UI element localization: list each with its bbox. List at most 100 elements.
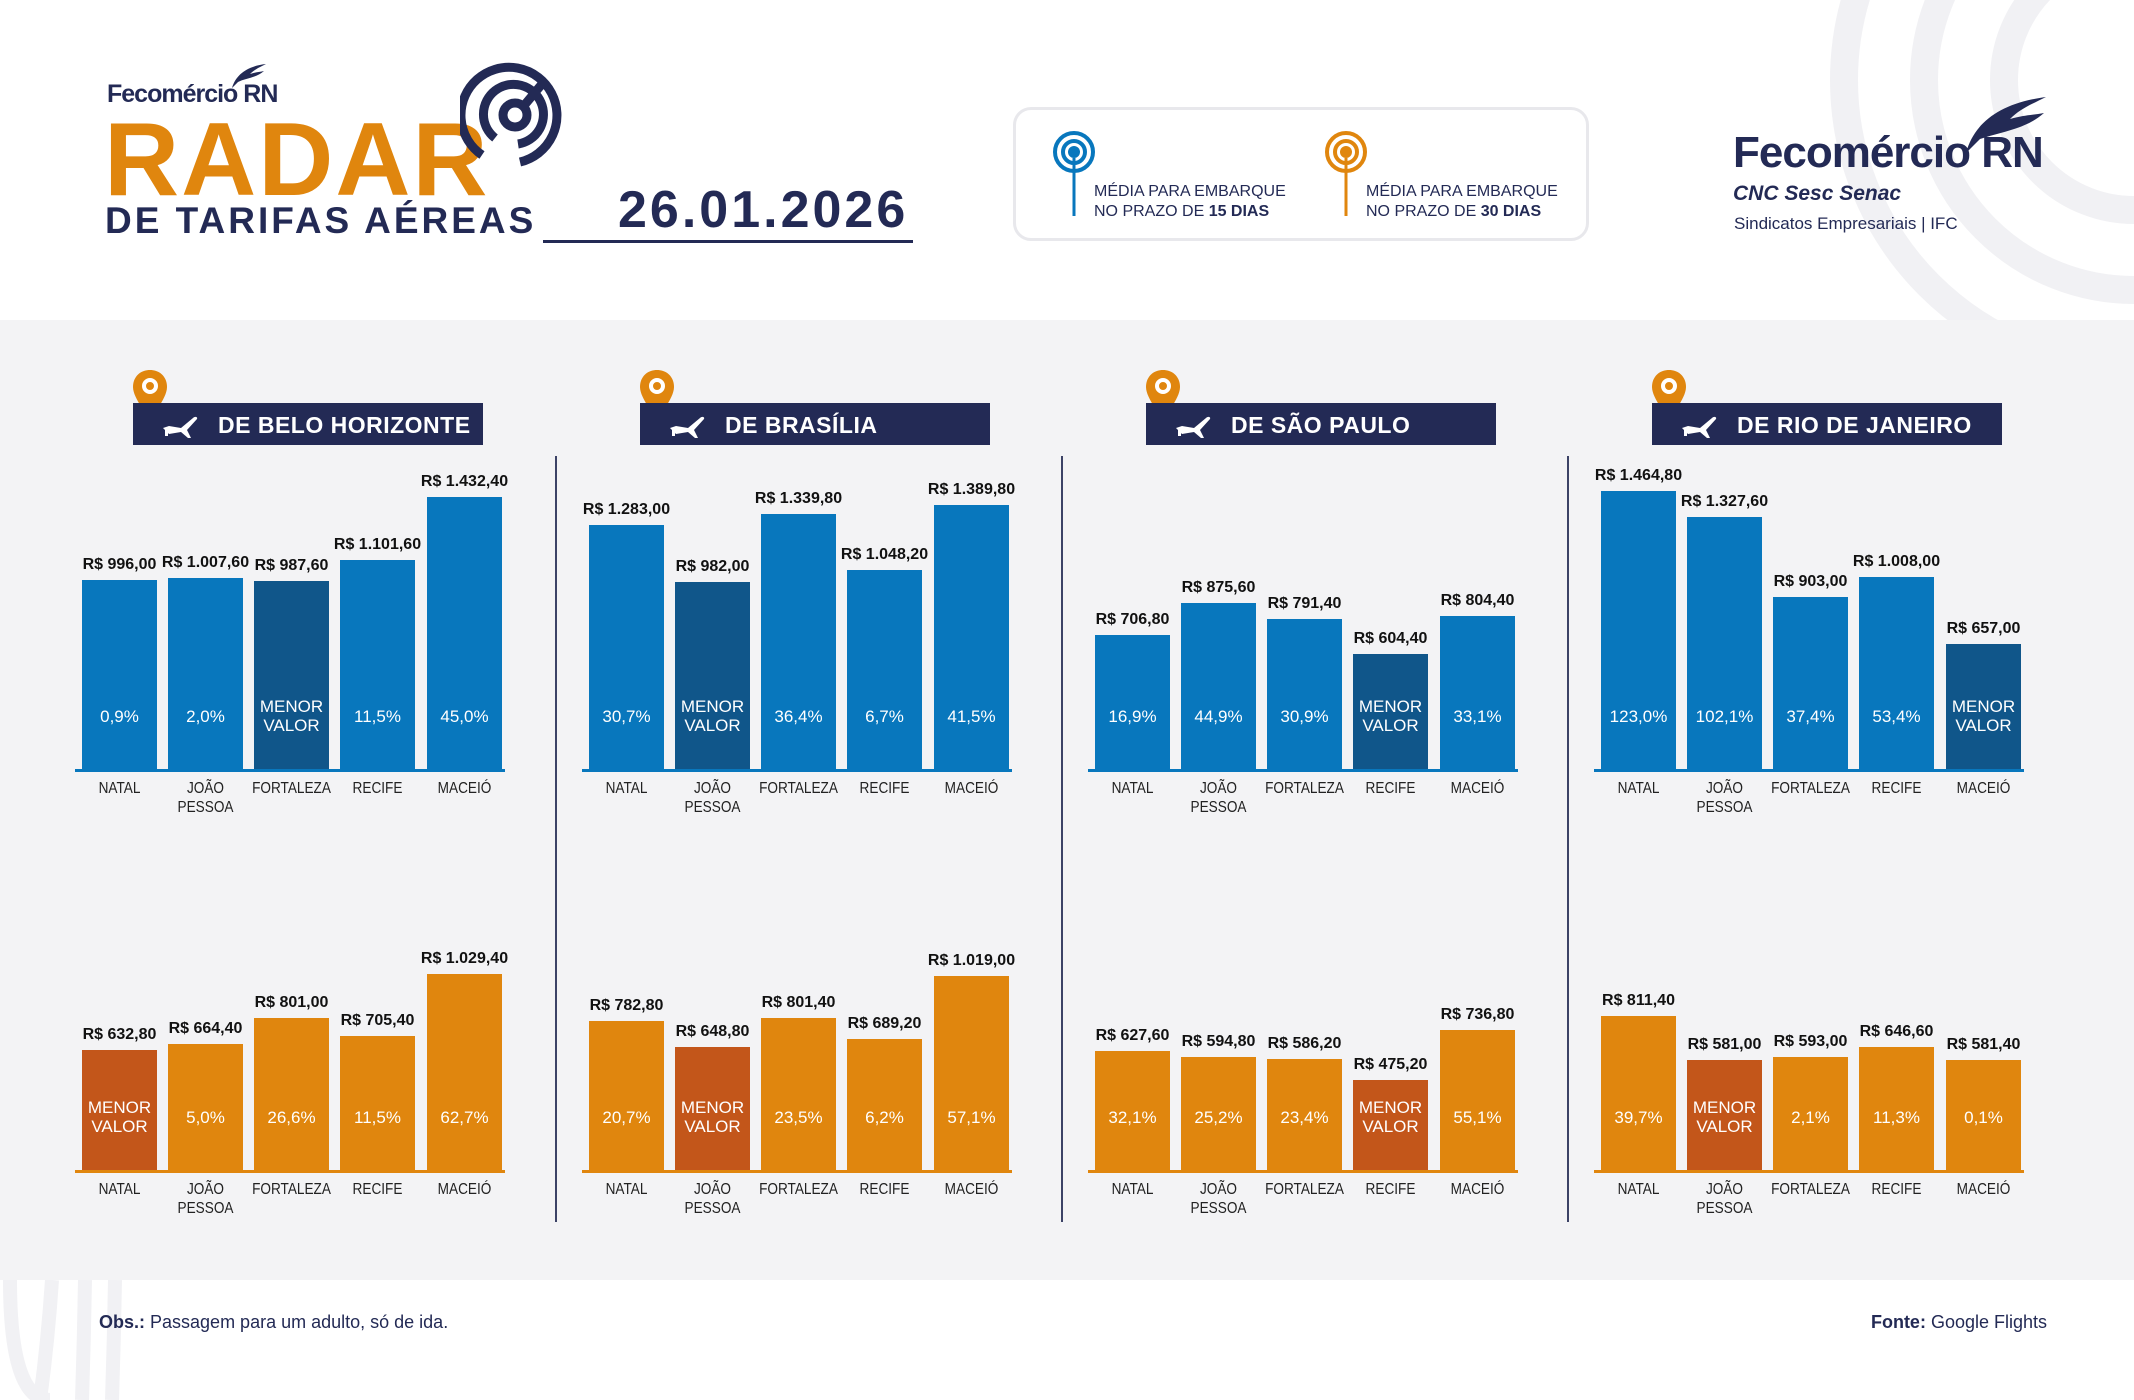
bar-15d[interactable] — [934, 504, 1009, 769]
bar-15d[interactable] — [1353, 654, 1428, 769]
chart-baseline — [1594, 769, 2024, 772]
percent-label: 30,7% — [602, 707, 651, 726]
percent-label: 26,6% — [267, 1108, 316, 1127]
bar-15d[interactable] — [1267, 618, 1342, 769]
category-label: FORTALEZA — [759, 1181, 838, 1198]
chart-baseline — [75, 769, 505, 772]
bar-15d[interactable] — [675, 582, 750, 769]
bar-15d[interactable] — [1181, 602, 1256, 769]
chart-baseline — [75, 1170, 505, 1173]
chart-baseline — [582, 1170, 1012, 1173]
percent-label: 33,1% — [1453, 707, 1502, 726]
bar-15d[interactable] — [1440, 616, 1515, 769]
obs-text: Passagem para um adulto, só de ida. — [145, 1312, 449, 1332]
panel-title: DE RIO DE JANEIRO — [1737, 412, 1972, 438]
bar-15d[interactable] — [1859, 577, 1934, 769]
legend-line2-bold: 30 DIAS — [1480, 203, 1542, 220]
price-label: R$ 581,40 — [1946, 1035, 2021, 1053]
panel-title: DE SÃO PAULO — [1231, 412, 1411, 438]
percent-label: 23,5% — [774, 1108, 823, 1127]
percent-label: 39,7% — [1614, 1108, 1663, 1127]
feather-logo-icon — [232, 64, 266, 88]
percent-label: 0,1% — [1964, 1108, 2003, 1127]
bar-15d[interactable] — [1095, 634, 1170, 769]
price-label: R$ 782,80 — [589, 997, 664, 1015]
bar-30d[interactable] — [1440, 1030, 1515, 1170]
panel-title-box: DE BRASÍLIA — [640, 403, 990, 445]
bar-15d[interactable] — [1946, 644, 2021, 769]
price-label: R$ 736,80 — [1440, 1006, 1515, 1023]
bar-15d[interactable] — [589, 525, 664, 769]
bar-30d[interactable] — [254, 1017, 329, 1170]
bar-30d[interactable] — [1353, 1079, 1428, 1170]
lowest-line: MENOR — [1358, 697, 1423, 716]
bar-15d[interactable] — [254, 581, 329, 769]
percent-label: 2,1% — [1791, 1108, 1830, 1127]
price-label: R$ 804,40 — [1440, 592, 1515, 610]
bar-30d[interactable] — [934, 976, 1009, 1170]
bar-15d[interactable] — [427, 496, 502, 769]
brand-tagline: Sindicatos Empresariais | IFC — [1734, 214, 1958, 233]
category-label: RECIFE — [352, 1181, 403, 1198]
category-label: RECIFE — [1871, 780, 1922, 797]
bar-30d[interactable] — [1859, 1047, 1934, 1170]
legend-line2-prefix: NO PRAZO DE — [1366, 203, 1481, 220]
bar-30d[interactable] — [82, 1049, 157, 1170]
bar-30d[interactable] — [340, 1035, 415, 1170]
bar-15d[interactable] — [847, 569, 922, 769]
bar-30d[interactable] — [589, 1021, 664, 1170]
lowest-line: MENOR — [680, 1098, 745, 1117]
bar-30d[interactable] — [1773, 1057, 1848, 1170]
price-label: R$ 1.019,00 — [927, 952, 1016, 970]
bar-30d[interactable] — [168, 1043, 243, 1170]
price-label: R$ 627,60 — [1095, 1026, 1170, 1044]
price-label: R$ 1.007,60 — [161, 553, 250, 571]
percent-label: 11,5% — [354, 1108, 401, 1127]
bar-15d[interactable] — [1601, 490, 1676, 769]
percent-label: 55,1% — [1453, 1108, 1502, 1127]
chart-baseline — [1088, 769, 1518, 772]
price-label: R$ 996,00 — [82, 555, 157, 573]
percent-label: 36,4% — [774, 707, 823, 726]
price-label: R$ 581,00 — [1687, 1035, 1762, 1053]
lowest-line: MENOR — [1692, 1098, 1757, 1117]
bar-15d[interactable] — [340, 559, 415, 769]
bar-15d[interactable] — [761, 514, 836, 769]
category-label: JOÃO PESSOA — [1190, 780, 1247, 816]
percent-label: 0,9% — [100, 707, 139, 726]
panel-title: DE BRASÍLIA — [725, 412, 878, 438]
bar-30d[interactable] — [1181, 1056, 1256, 1170]
bar-15d[interactable] — [82, 579, 157, 769]
bar-30d[interactable] — [847, 1039, 922, 1170]
bar-15d[interactable] — [1773, 597, 1848, 769]
percent-label: 5,0% — [186, 1108, 225, 1127]
lowest-line: VALOR — [91, 1117, 148, 1136]
price-label: R$ 1.048,20 — [840, 545, 929, 563]
bar-15d[interactable] — [168, 577, 243, 769]
footer-observation: Obs.: Passagem para um adulto, só de ida… — [99, 1312, 448, 1333]
brand-partners: CNC Sesc Senac — [1733, 182, 1902, 205]
bar-30d[interactable] — [1267, 1058, 1342, 1170]
legend: MÉDIA PARA EMBARQUE NO PRAZO DE 15 DIAS … — [1013, 107, 1589, 241]
bar-30d[interactable] — [427, 974, 502, 1170]
bar-30d[interactable] — [1687, 1059, 1762, 1170]
lowest-value-label: MENOR VALOR — [1946, 697, 2021, 735]
feather-logo-icon — [1966, 97, 2046, 153]
bar-30d[interactable] — [675, 1046, 750, 1170]
price-label: R$ 689,20 — [847, 1015, 922, 1033]
price-label: R$ 632,80 — [82, 1025, 157, 1043]
price-label: R$ 1.464,80 — [1594, 466, 1683, 484]
category-label: JOÃO PESSOA — [177, 780, 234, 816]
category-label: MACEIÓ — [437, 1181, 492, 1198]
percent-label: 25,2% — [1194, 1108, 1243, 1127]
price-label: R$ 706,80 — [1095, 610, 1170, 628]
panel-divider — [555, 456, 557, 1222]
bar-30d[interactable] — [761, 1017, 836, 1170]
category-label: FORTALEZA — [1771, 780, 1850, 797]
bar-15d[interactable] — [1687, 516, 1762, 769]
bar-30d[interactable] — [1095, 1050, 1170, 1170]
bar-30d[interactable] — [1946, 1059, 2021, 1170]
category-label: MACEIÓ — [1450, 780, 1505, 797]
bar-30d[interactable] — [1601, 1015, 1676, 1170]
